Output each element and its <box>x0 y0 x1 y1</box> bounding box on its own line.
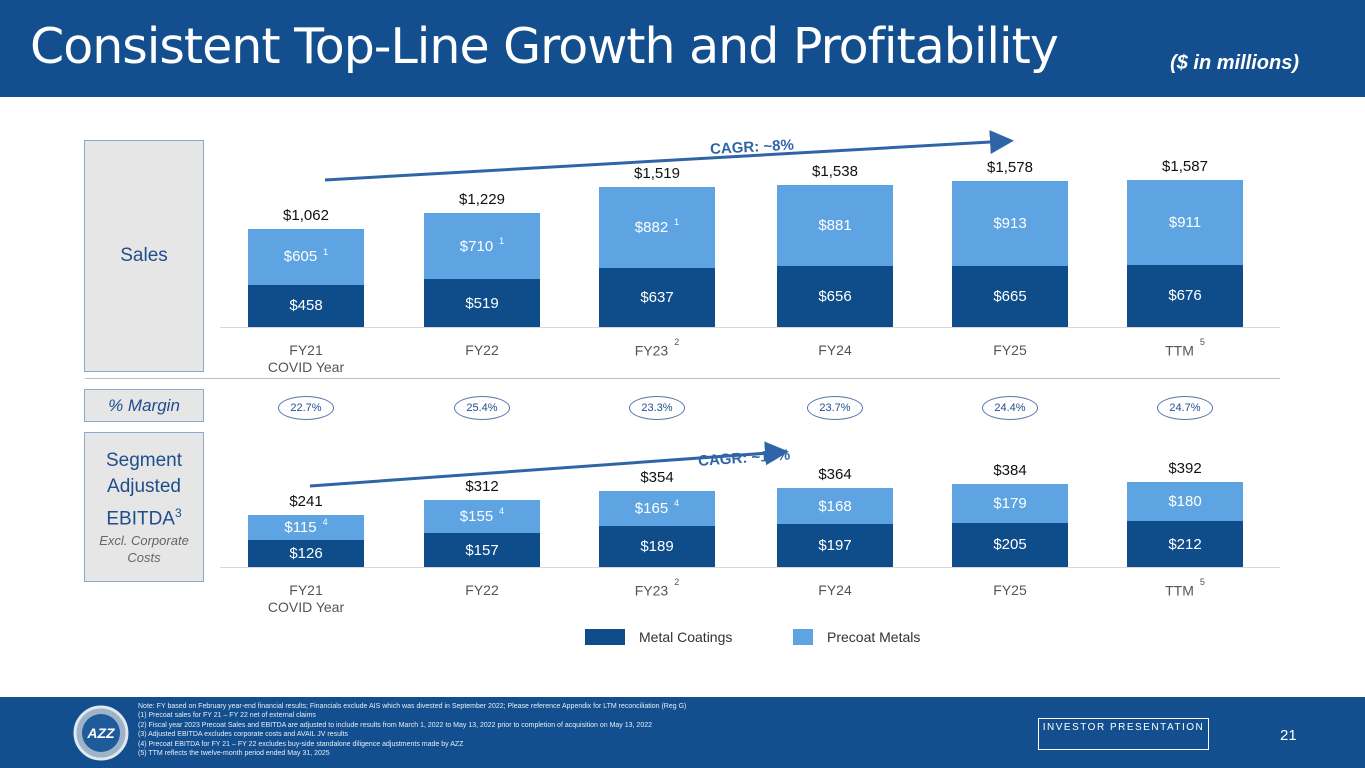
svg-text:AZZ: AZZ <box>86 725 115 741</box>
footnote-line: Note: FY based on February year-end fina… <box>138 703 687 710</box>
bar-segment: $197 <box>777 524 893 567</box>
category-label: FY24 <box>818 582 852 598</box>
legend-swatch-light <box>793 629 813 645</box>
units-note: ($ in millions) <box>1170 52 1299 74</box>
ebitda-label-3: EBITDA <box>106 508 175 530</box>
margin-label-box: % Margin <box>84 389 204 422</box>
bar-total-label: $312 <box>465 477 499 495</box>
bar-segment: $180 <box>1127 482 1243 522</box>
bar-segment: $157 <box>424 533 540 567</box>
legend-label: Precoat Metals <box>827 629 921 645</box>
category-label: FY25 <box>993 582 1027 598</box>
page-number: 21 <box>1280 727 1297 744</box>
category-label: FY232 <box>634 337 680 359</box>
ebitda-label-2: Adjusted <box>107 475 181 497</box>
bar-segment: $179 <box>952 484 1068 523</box>
bar-segment: $155 4 <box>424 499 540 534</box>
azz-logo: AZZ <box>73 705 129 761</box>
margin-pill: 25.4% <box>454 396 510 420</box>
sales-label-box: Sales <box>84 140 204 372</box>
footer-band <box>0 697 1365 768</box>
ebitda-sublabel: Excl. Corporate Costs <box>99 533 189 566</box>
bar-segment: $665 <box>952 265 1068 327</box>
legend-metal-coatings: Metal Coatings <box>585 629 732 645</box>
category-label: FY22 <box>465 582 499 598</box>
bar-total-label: $1,587 <box>1162 158 1208 176</box>
ebitda-cagr-label: CAGR: ~10% <box>698 447 791 470</box>
category-sublabel: COVID Year <box>267 599 345 615</box>
bar-segment: $212 <box>1127 521 1243 567</box>
category-label: FY232 <box>634 577 680 599</box>
sales-cagr-label: CAGR: ~8% <box>710 137 795 158</box>
margin-pill: 23.7% <box>807 396 863 420</box>
margin-pill: 24.7% <box>1157 396 1213 420</box>
margin-pill: 22.7% <box>278 396 334 420</box>
category-label: FY21 <box>289 342 323 358</box>
legend-label: Metal Coatings <box>639 629 733 645</box>
bar-segment: $205 <box>952 522 1068 567</box>
bar-total-label: $392 <box>1168 460 1202 478</box>
section-divider <box>85 378 1280 379</box>
category-sublabel: COVID Year <box>267 359 345 375</box>
margin-label: % Margin <box>108 395 180 415</box>
bar-segment: $913 <box>952 181 1068 266</box>
sales-label: Sales <box>120 245 168 266</box>
bar-total-label: $1,538 <box>812 162 858 180</box>
investor-presentation-badge: INVESTOR PRESENTATION <box>1038 718 1209 750</box>
ebitda-axis <box>220 567 1280 568</box>
ebitda-label-box: Segment Adjusted EBITDA3 Excl. Corporate… <box>84 432 204 582</box>
bar-segment: $458 <box>248 284 364 327</box>
ebitda-cagr-arrow <box>309 441 789 488</box>
ebitda-label-1: Segment <box>105 449 183 471</box>
footnote-line: (3) Adjusted EBITDA excludes corporate c… <box>138 731 348 739</box>
bar-total-label: $1,578 <box>987 159 1033 177</box>
bar-segment: $882 1 <box>599 186 715 269</box>
margin-pill: 24.4% <box>982 396 1038 420</box>
bar-segment: $911 <box>1127 180 1243 265</box>
bar-total-label: $1,229 <box>459 191 505 209</box>
category-label: TTM5 <box>1165 337 1205 359</box>
bar-segment: $637 <box>599 268 715 327</box>
footnote-line: (1) Precoat sales for FY 21 – FY 22 net … <box>138 712 316 720</box>
footnote-line: (4) Precoat EBITDA for FY 21 – FY 22 exc… <box>138 740 464 748</box>
ebitda-footnote: 3 <box>174 505 182 520</box>
bar-segment: $676 <box>1127 264 1243 327</box>
bar-total-label: $241 <box>289 492 323 510</box>
bar-total-label: $354 <box>640 468 674 486</box>
bar-segment: $710 1 <box>424 213 540 280</box>
legend-precoat-metals: Precoat Metals <box>793 629 920 645</box>
footnote-line: (2) Fiscal year 2023 Precoat Sales and E… <box>138 721 652 729</box>
footnote-line: (5) TTM reflects the twelve-month period… <box>138 750 330 758</box>
bar-segment: $881 <box>777 184 893 267</box>
category-label: FY24 <box>818 342 852 358</box>
category-label: FY22 <box>465 342 499 358</box>
header-band <box>0 0 1365 97</box>
bar-total-label: $1,519 <box>634 164 680 182</box>
bar-segment: $189 <box>599 526 715 567</box>
category-label: FY21 <box>289 582 323 598</box>
bar-segment: $656 <box>777 266 893 327</box>
bar-segment: $168 <box>777 488 893 525</box>
bar-total-label: $384 <box>993 462 1027 480</box>
category-label: FY25 <box>993 342 1027 358</box>
category-label: TTM5 <box>1165 577 1205 599</box>
bar-segment: $165 4 <box>599 490 715 527</box>
bar-segment: $605 1 <box>248 228 364 285</box>
bar-total-label: $1,062 <box>283 206 329 224</box>
margin-pill: 23.3% <box>629 396 685 420</box>
bar-segment: $519 <box>424 279 540 327</box>
bar-segment: $126 <box>248 539 364 567</box>
cagr-arrows: CAGR: ~8% CAGR: ~10% <box>309 130 1014 488</box>
bar-segment: $115 4 <box>248 514 364 540</box>
sales-axis <box>220 327 1280 328</box>
page-title: Consistent Top-Line Growth and Profitabi… <box>30 18 1059 75</box>
footnotes: Note: FY based on February year-end fina… <box>138 702 686 758</box>
bar-total-label: $364 <box>818 466 852 484</box>
legend-swatch-dark <box>585 629 625 645</box>
sales-cagr-arrow <box>324 130 1014 182</box>
